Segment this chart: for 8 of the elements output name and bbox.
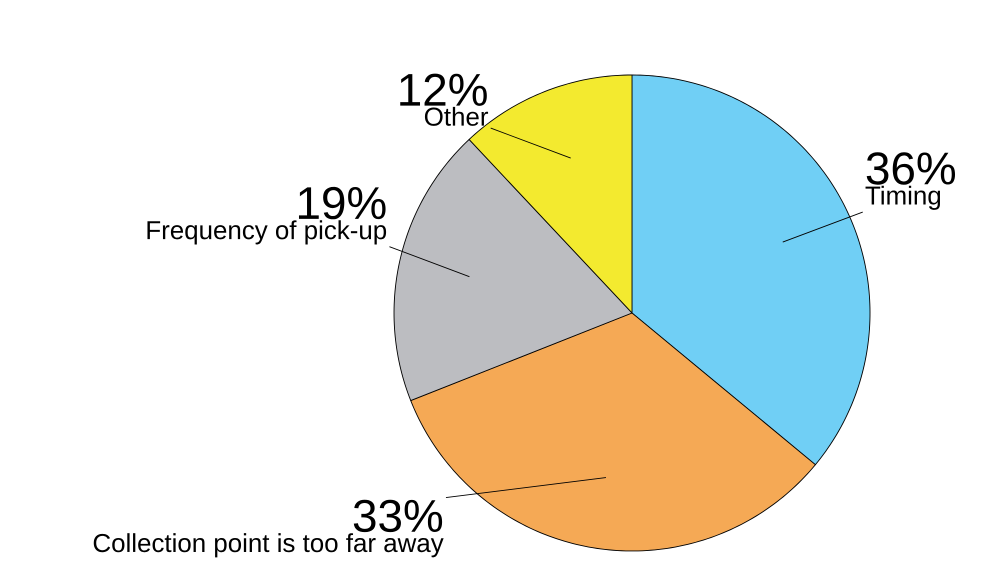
slice-label: Frequency of pick-up [147, 220, 386, 244]
data-label: 33% [354, 500, 442, 532]
slice-label: Other [424, 106, 488, 126]
data-label: 12% [400, 74, 487, 106]
slice-label: Collection point is too far away [94, 533, 444, 558]
data-label: 19% [298, 186, 386, 220]
slice-label: Timing [866, 186, 940, 210]
data-label: 36% [866, 152, 956, 185]
